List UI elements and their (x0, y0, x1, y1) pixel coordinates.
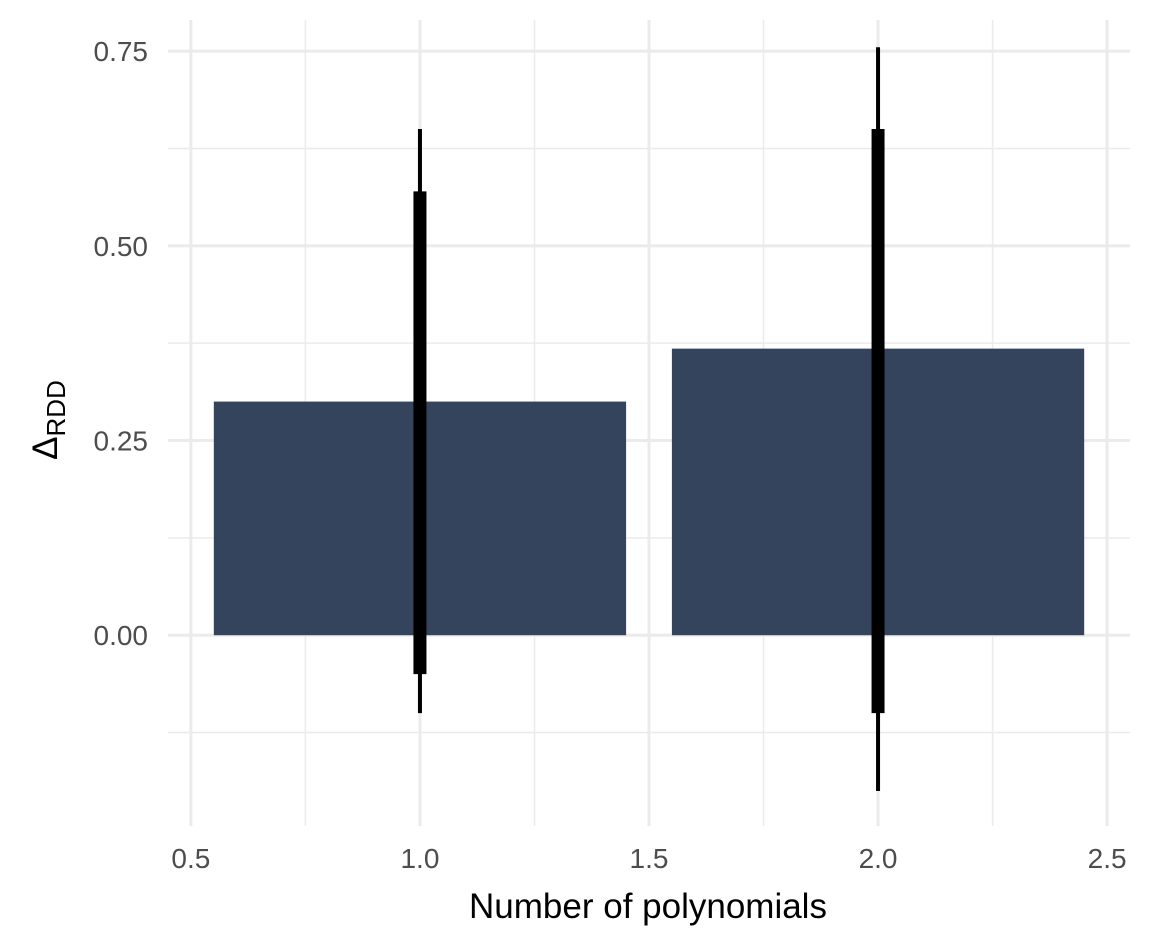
x-tick-label: 0.5 (171, 843, 210, 874)
x-tick-label: 2.5 (1088, 843, 1127, 874)
y-tick-label: 0.75 (94, 36, 149, 67)
svg-text:ΔRDD: ΔRDD (26, 380, 71, 460)
y-tick-label: 0.25 (94, 426, 149, 457)
x-tick-label: 2.0 (859, 843, 898, 874)
y-axis-title-main: Δ (26, 436, 65, 459)
x-axis-title: Number of polynomials (469, 887, 827, 926)
y-tick-label: 0.00 (94, 620, 149, 651)
tick-label-layer: 0.00 0.25 0.50 0.75 0.5 1.0 1.5 2.0 2.5 (94, 36, 1127, 874)
y-axis-title: ΔRDD (26, 380, 71, 460)
y-tick-label: 0.50 (94, 231, 149, 262)
x-tick-label: 1.5 (630, 843, 669, 874)
y-axis-title-subscript: RDD (41, 380, 71, 436)
error-bar-layer (413, 47, 885, 791)
x-tick-label: 1.0 (400, 843, 439, 874)
